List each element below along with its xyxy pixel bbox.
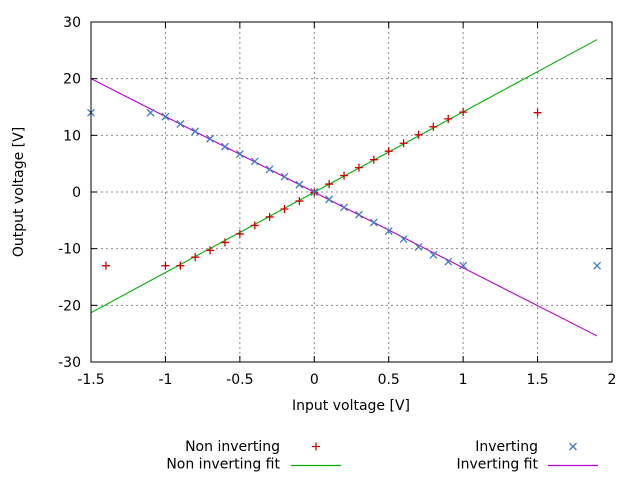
data-point-marker [250, 157, 259, 166]
data-point-marker [146, 108, 155, 117]
legend-marker-sample [312, 442, 320, 451]
data-point-marker [533, 108, 542, 117]
data-point-marker [280, 205, 289, 213]
data-point-marker [101, 261, 110, 270]
data-point-marker [161, 261, 170, 270]
x-tick-label: 0 [310, 372, 319, 388]
data-point-marker [429, 250, 438, 259]
data-point-marker [593, 261, 602, 270]
series-non-inverting [101, 108, 542, 270]
data-point-marker [399, 139, 408, 148]
y-tick-label: 10 [63, 128, 81, 144]
data-point-marker [414, 130, 423, 139]
x-tick-label: -0.5 [226, 372, 253, 388]
legend-entry-inverting-fit: Inverting fit [456, 457, 598, 473]
data-layer [87, 39, 602, 337]
legend-marker-sample [569, 442, 577, 451]
data-point-marker [444, 114, 453, 123]
data-point-marker [191, 253, 200, 262]
x-tick-label: 0.5 [378, 372, 400, 388]
y-tick-label: -20 [58, 298, 81, 314]
data-point-marker [161, 112, 170, 121]
data-point-marker [369, 218, 378, 227]
data-point-marker [399, 235, 408, 243]
legend: Non inverting Non inverting fit Inverting I… [166, 439, 598, 473]
data-point-marker [176, 261, 185, 270]
data-point-marker [459, 108, 468, 117]
data-point-marker [280, 172, 289, 181]
y-tick-label: 0 [72, 185, 81, 201]
legend-label: Non inverting fit [166, 457, 280, 473]
data-point-marker [340, 171, 349, 180]
data-point-marker [235, 150, 244, 158]
data-point-marker [384, 147, 393, 156]
y-tick-label: -30 [58, 355, 81, 371]
data-point-marker [206, 134, 215, 143]
legend-label: Inverting [475, 439, 538, 455]
data-point-marker [340, 203, 349, 212]
legend-label: Non inverting [185, 439, 280, 455]
y-axis-title: Output voltage [V] [11, 127, 27, 257]
x-tick-label: 1.5 [526, 372, 548, 388]
x-tick-label: 1 [459, 372, 468, 388]
data-point-marker [384, 227, 393, 236]
x-tick-label: -1 [158, 372, 172, 388]
data-point-marker [265, 212, 274, 221]
data-point-marker [221, 142, 229, 151]
data-point-marker [235, 229, 244, 238]
data-point-marker [354, 163, 363, 172]
x-axis-title: Input voltage [V] [292, 398, 410, 414]
y-tick-label: 30 [63, 15, 81, 31]
series-inverting [87, 108, 602, 270]
grid-layer [91, 22, 612, 362]
data-point-marker [176, 120, 185, 128]
data-point-marker [295, 197, 304, 206]
y-tick-label: 20 [63, 72, 81, 88]
data-point-marker [444, 257, 453, 266]
data-point-marker [310, 188, 319, 196]
data-point-marker [220, 238, 229, 247]
data-point-marker [414, 243, 423, 251]
legend-entry-inverting: Inverting [475, 439, 577, 455]
legend-entry-non-inverting: Non inverting [185, 439, 320, 455]
data-point-marker [295, 180, 304, 189]
legend-label: Inverting fit [456, 457, 538, 473]
x-tick-label: 2 [608, 372, 617, 388]
data-point-marker [325, 195, 334, 204]
data-point-marker [206, 246, 215, 255]
y-tick-label: -10 [58, 242, 81, 258]
data-point-marker [250, 221, 259, 230]
data-point-marker [325, 180, 334, 189]
data-point-marker [265, 165, 274, 174]
x-tick-label: -1.5 [77, 372, 104, 388]
data-point-marker [191, 127, 200, 136]
data-point-marker [459, 261, 468, 270]
data-point-marker [369, 155, 378, 164]
data-point-marker [354, 210, 363, 219]
legend-entry-non-inverting-fit: Non inverting fit [166, 457, 341, 473]
axis-layer: -1.5 -1 -0.5 0 0.5 1 1.5 2 30 20 10 0 -10 -20 -30 [58, 15, 616, 388]
data-point-marker [429, 122, 438, 131]
